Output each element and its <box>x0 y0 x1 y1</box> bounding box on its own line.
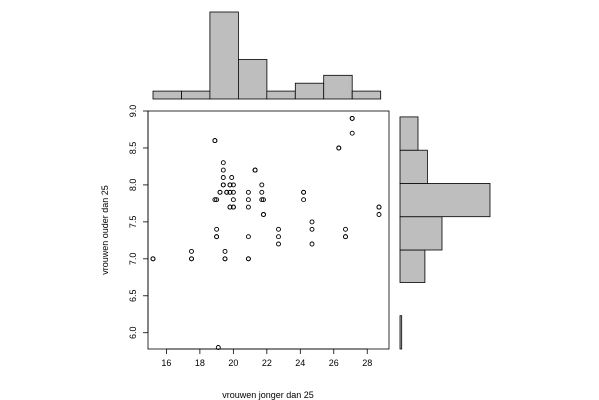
y-tick-label: 8.0 <box>128 179 138 192</box>
x-tick-label: 26 <box>329 358 339 368</box>
scatter-point <box>212 197 218 203</box>
y-axis: 6.0 6.5 7.0 7.5 8.0 8.5 9.0 <box>128 105 149 339</box>
y-tick-label: 6.5 <box>128 290 138 303</box>
x-tick-label: 18 <box>195 358 205 368</box>
scatter-point <box>259 182 265 188</box>
scatter-point <box>230 182 236 188</box>
scatter-point <box>343 234 348 240</box>
right-hist-bar <box>399 149 428 184</box>
top-hist-bar <box>323 74 353 100</box>
scatter-point <box>217 189 223 195</box>
scatter-point <box>214 197 220 203</box>
x-tick-label: 16 <box>161 358 171 368</box>
scatter-point <box>212 138 218 144</box>
top-hist-bar <box>152 90 182 100</box>
scatter-point <box>376 212 382 217</box>
scatter-point <box>259 189 265 195</box>
scatter-point <box>215 345 221 350</box>
y-tick-label: 8.5 <box>128 142 138 155</box>
top-hist-bar <box>266 90 296 100</box>
scatter-point <box>220 167 226 173</box>
y-tick-label: 7.5 <box>128 216 138 229</box>
right-histogram <box>399 116 491 350</box>
right-hist-bar <box>399 216 443 251</box>
y-axis-title: vrouwen ouder dan 25 <box>100 185 110 275</box>
scatter-point <box>276 241 281 247</box>
scatter-point <box>229 175 235 180</box>
x-tick-label: 20 <box>228 358 238 368</box>
scatter-point <box>220 175 226 180</box>
scatter-point <box>343 226 348 232</box>
scatter-point <box>224 189 230 195</box>
scatter-plot: 16 18 20 22 24 26 28 6.0 6.5 7.0 7.5 8.0 8.5 9.0 vro… <box>100 105 390 400</box>
scatter-point <box>227 204 233 210</box>
scatter-point <box>309 219 315 225</box>
right-hist-bar <box>399 116 419 151</box>
scatter-point <box>220 182 226 188</box>
scatter-point <box>309 226 315 232</box>
top-hist-bar <box>237 59 268 100</box>
scatter-point <box>276 234 281 240</box>
scatter-point <box>349 115 355 121</box>
top-hist-bar <box>294 82 325 100</box>
scatter-point <box>230 197 236 203</box>
scatter-point <box>245 204 251 210</box>
x-axis-title: vrouwen jonger dan 25 <box>222 390 314 400</box>
scatter-point <box>276 226 281 232</box>
scatter-point <box>214 226 220 232</box>
scatter-point <box>189 256 194 262</box>
x-tick-label: 24 <box>295 358 305 368</box>
scatter-point <box>245 234 251 240</box>
top-hist-bar <box>351 90 382 100</box>
scatter-point <box>230 204 236 210</box>
scatter-point <box>261 197 266 203</box>
plot-frame <box>147 110 390 350</box>
scatter-point <box>336 145 342 151</box>
scatter-point <box>227 189 233 195</box>
scatter-point <box>259 197 265 203</box>
scatter-point <box>245 197 251 203</box>
scatter-point <box>309 241 315 247</box>
scatter-point <box>214 234 220 240</box>
scatter-point <box>301 189 307 195</box>
x-tick-label: 22 <box>262 358 272 368</box>
scatter-point <box>150 256 156 262</box>
x-tick-label: 28 <box>362 358 372 368</box>
top-hist-bar <box>209 11 239 100</box>
top-histogram <box>152 11 382 100</box>
scatter-point <box>189 248 194 254</box>
right-hist-bar <box>399 182 491 218</box>
scatter-point <box>220 160 226 166</box>
scatter-point <box>222 248 228 254</box>
x-axis: 16 18 20 22 24 26 28 <box>161 348 372 368</box>
y-tick-label: 7.0 <box>128 253 138 266</box>
scatter-points <box>150 115 382 350</box>
scatter-point <box>261 212 266 217</box>
right-hist-bar <box>399 249 426 283</box>
scatter-point <box>349 130 355 136</box>
scatter-point <box>245 189 251 195</box>
scatter-point <box>230 189 236 195</box>
scatter-point <box>376 204 382 210</box>
scatter-point <box>222 256 228 262</box>
scatter-point <box>227 182 233 188</box>
top-hist-bar <box>181 90 211 100</box>
scatter-point <box>301 197 307 203</box>
right-hist-bar <box>399 315 403 350</box>
scatter-point <box>245 256 251 262</box>
y-tick-label: 9.0 <box>128 105 138 118</box>
scatter-point <box>252 167 258 173</box>
y-tick-label: 6.0 <box>128 326 138 339</box>
